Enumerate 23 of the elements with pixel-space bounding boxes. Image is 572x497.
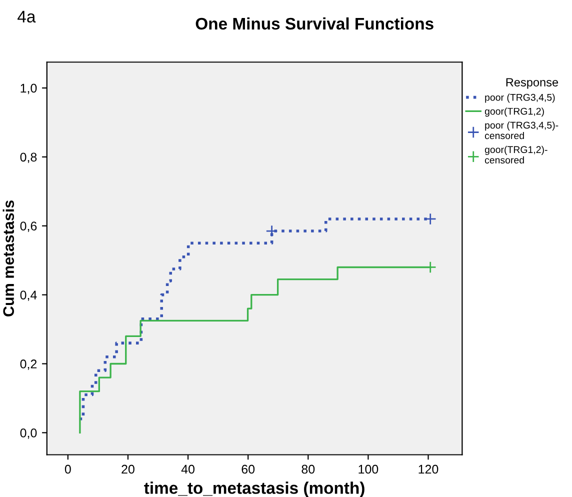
- x-axis-title: time_to_metastasis (month): [144, 482, 364, 497]
- y-tick-label: 1,0: [20, 84, 37, 94]
- x-tick-label: 20: [122, 464, 134, 474]
- chart-title: One Minus Survival Functions: [196, 17, 434, 30]
- y-tick-label: 0,0: [20, 428, 37, 439]
- x-tick-label: 120: [418, 464, 438, 474]
- x-tick-label: 80: [302, 464, 315, 474]
- y-axis-title: Cum metastasis: [2, 200, 14, 316]
- x-tick-label: 40: [181, 464, 194, 474]
- legend-label: poor (TRG3,4,5)- censored: [484, 122, 558, 140]
- y-tick-label: 0,8: [20, 152, 37, 164]
- y-tick-label: 0,2: [20, 360, 37, 370]
- legend-title: Response: [506, 78, 558, 89]
- x-tick-label: 60: [242, 464, 255, 474]
- legend-label: poor (TRG3,4,5): [485, 94, 555, 103]
- y-tick-label: 0,6: [20, 222, 37, 232]
- legend-label: goor(TRG1,2)- censored: [484, 146, 548, 164]
- x-tick-label: 0: [64, 464, 71, 474]
- point: [266, 224, 278, 238]
- text: 4a: [18, 10, 36, 23]
- legend-label: goor(TRG1,2): [484, 108, 544, 117]
- y-tick-label: 0,4: [20, 290, 37, 301]
- x-tick-label: 100: [358, 464, 378, 474]
